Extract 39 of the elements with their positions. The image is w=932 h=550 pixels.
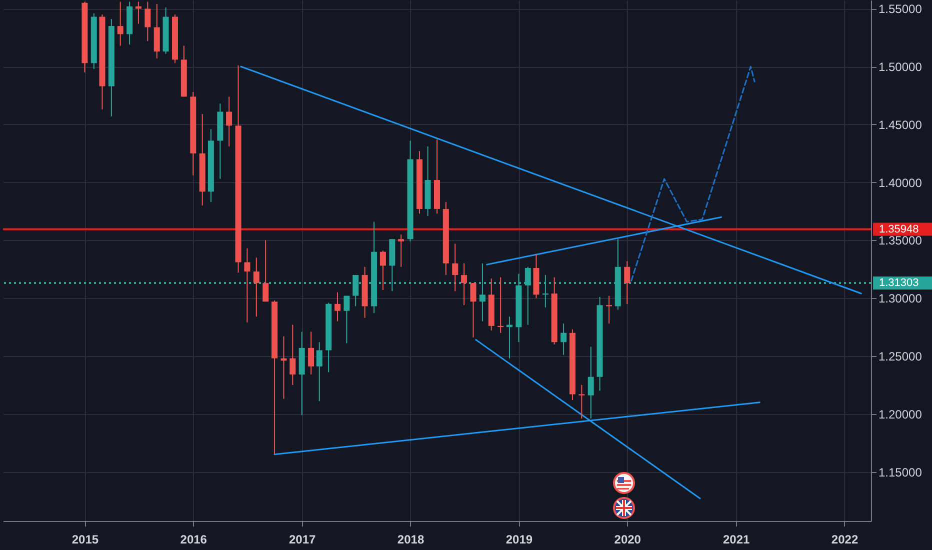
y-tick-label: 1.15000 [878, 465, 922, 480]
candlestick [144, 1, 151, 42]
candlestick [244, 248, 250, 323]
x-tick-label: 2022 [831, 532, 858, 546]
y-tick-label: 1.25000 [878, 350, 922, 364]
candlestick [262, 240, 269, 302]
candlestick [588, 346, 594, 420]
ref-line-label: 1.35948 [879, 223, 919, 236]
x-tick-label: 2019 [506, 532, 533, 546]
x-tick-label: 2015 [72, 532, 99, 546]
candlestick [308, 331, 314, 376]
candlestick [398, 234, 404, 268]
y-tick-label: 1.45000 [878, 118, 922, 132]
candlestick [117, 1, 124, 46]
x-tick-label: 2020 [614, 532, 642, 546]
candlestick [470, 282, 476, 338]
candlestick [578, 384, 585, 420]
candlestick [334, 292, 340, 322]
x-tick-label: 2017 [288, 532, 316, 546]
candlestick [253, 257, 260, 318]
candlestick [461, 262, 468, 306]
x-tick-label: 2016 [180, 532, 208, 546]
x-tick-label: 2018 [397, 532, 424, 546]
y-tick-label: 1.35000 [878, 234, 922, 248]
candlestick [624, 260, 630, 304]
y-tick-label: 1.20000 [878, 407, 922, 422]
candlestick [380, 250, 386, 291]
x-tick-label: 2021 [722, 532, 750, 546]
candlestick [344, 295, 350, 344]
candlestick [226, 96, 232, 147]
y-tick-label: 1.50000 [878, 60, 922, 74]
ref-line-label: 1.31303 [879, 277, 919, 290]
y-tick-label: 1.55000 [878, 2, 922, 16]
candlestick [560, 323, 567, 356]
candlestick [290, 324, 296, 386]
y-tick-label: 1.40000 [878, 176, 922, 190]
candlestick [316, 342, 322, 402]
candlestick [452, 243, 458, 292]
y-tick-label: 1.30000 [878, 292, 922, 306]
